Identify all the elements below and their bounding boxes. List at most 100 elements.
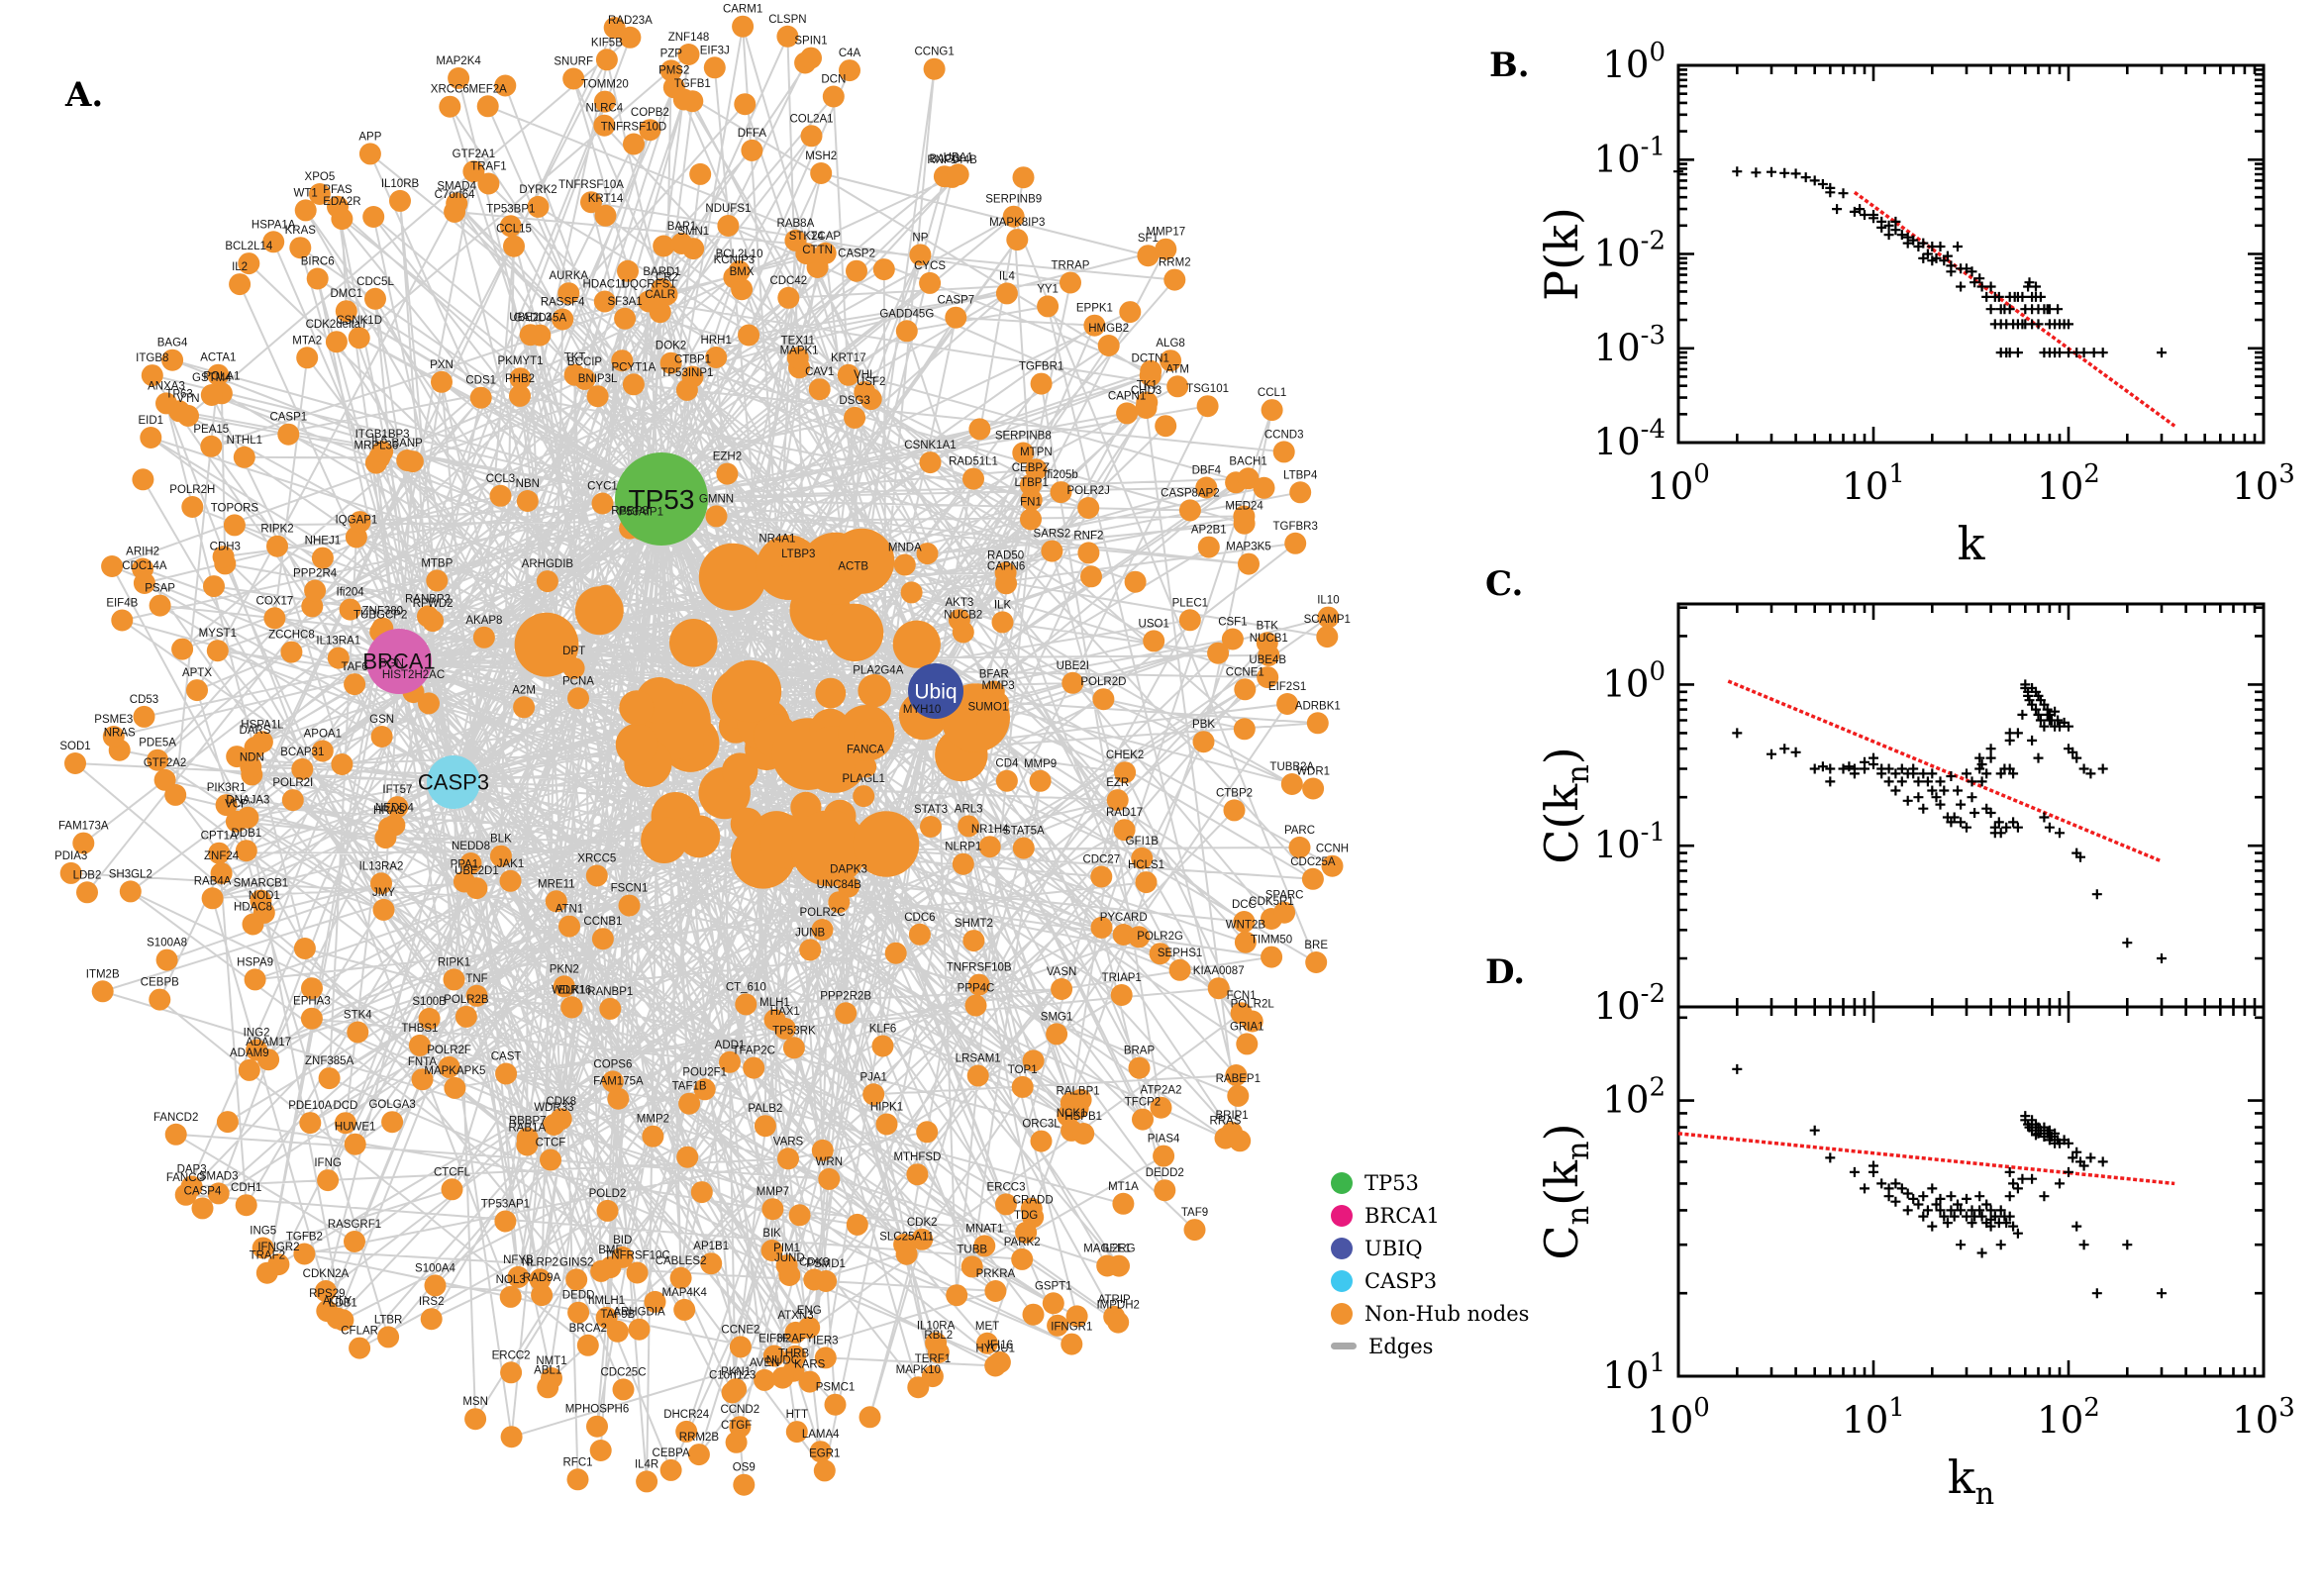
network-node-label: VARS <box>773 1136 804 1147</box>
network-node-label: TERF1 <box>915 1353 951 1365</box>
network-node-label: CDK2deltaT <box>306 319 368 331</box>
network-node-label: XRCC6 <box>431 84 469 96</box>
network-node <box>552 308 574 331</box>
network-node <box>349 1337 371 1359</box>
network-node-label: ABL1 <box>534 1364 561 1376</box>
network-node-label: MMP17 <box>1146 227 1185 239</box>
network-node-label: CAV1 <box>805 366 834 378</box>
network-node-label: IER3 <box>813 1335 839 1347</box>
network-node-label: PIAS4 <box>1148 1134 1180 1146</box>
network-node-label: TAF6 <box>341 661 367 673</box>
network-node <box>91 980 114 1003</box>
network-node <box>984 1280 1007 1302</box>
network-node <box>499 869 522 892</box>
network-node-label: CTBP1 <box>674 354 711 366</box>
network-node-label: LDB2 <box>73 869 102 881</box>
network-node <box>408 1034 431 1056</box>
network-node <box>370 726 393 748</box>
network-node-label: GFI1B <box>1126 836 1160 848</box>
network-node-label: PLAGL1 <box>842 773 884 785</box>
network-node-label: CDH3 <box>210 541 241 552</box>
network-node <box>1030 372 1053 395</box>
network-node <box>1066 1097 1089 1120</box>
network-node-label: TAF1B <box>672 1081 707 1093</box>
network-node-label: NFYB <box>503 1254 534 1266</box>
network-node-label: DCD <box>333 1100 357 1112</box>
network-node <box>212 546 235 568</box>
network-node <box>563 363 586 386</box>
network-node-label: SHMT2 <box>955 918 993 930</box>
network-node-label: IFI16 <box>987 1340 1013 1351</box>
network-node <box>617 259 639 282</box>
network-node <box>141 364 163 387</box>
power-law-fit-line <box>1677 1132 2175 1186</box>
network-node <box>567 1301 590 1324</box>
network-node-label: TUBB2A <box>1269 761 1314 773</box>
tick-label: 103 <box>2232 459 2295 508</box>
network-node-label: TNFRSF10C <box>604 1250 669 1262</box>
network-node-label: IMPDH2 <box>1096 1300 1139 1312</box>
network-node-label: RAD9A <box>523 1272 561 1284</box>
network-node-label: HYOU1 <box>975 1344 1015 1355</box>
network-node <box>499 1285 522 1308</box>
network-node-label: GRIA1 <box>1230 1021 1264 1033</box>
network-node <box>1006 229 1029 251</box>
network-node <box>1166 375 1189 398</box>
network-node-label: TRAF1 <box>470 161 506 173</box>
network-node-label: ACTA1 <box>200 352 236 364</box>
network-node-label: FAM173A <box>58 821 109 833</box>
network-node <box>738 324 760 347</box>
network-node-label: IL4R <box>635 1458 658 1470</box>
network-node <box>1305 951 1328 973</box>
network-node-label: GTF2A1 <box>453 149 495 160</box>
network-node-label: OS9 <box>733 1462 756 1474</box>
network-node-label: IL4 <box>999 270 1016 282</box>
network-node-label: MSH2 <box>805 150 837 162</box>
network-node <box>952 852 974 875</box>
network-node-label: RANBP1 <box>587 986 633 998</box>
network-node-label: CCNH <box>1316 844 1349 855</box>
network-node-label: GSPT1 <box>1035 1280 1072 1292</box>
network-node-label: TOPORS <box>211 502 259 514</box>
network-node <box>476 95 499 118</box>
network-node-label: MMP3 <box>981 680 1014 692</box>
panel-b-label: B. <box>1489 46 1530 85</box>
network-node-label: APP <box>358 131 381 143</box>
network-node-label: ING5 <box>250 1226 276 1238</box>
network-node-label: FNTA <box>408 1056 438 1068</box>
network-node-label: TK1 <box>1137 380 1158 392</box>
network-node <box>311 547 334 569</box>
network-node-label: COL2A1 <box>789 113 833 125</box>
network-node <box>503 235 525 257</box>
network-node-label: UNC84B <box>817 879 862 891</box>
network-node <box>171 638 194 660</box>
network-node-label: NLRC4 <box>585 103 623 115</box>
network-node-label: MAPK8IP3 <box>989 217 1045 229</box>
network-node-label: RRM2 <box>1159 257 1191 269</box>
network-node-label: TP53INP1 <box>660 367 713 379</box>
legend-item-brca1: BRCA1 <box>1331 1199 1529 1232</box>
network-node-label: DCC <box>1232 899 1257 911</box>
network-node-label: PBK <box>1192 719 1215 731</box>
network-node <box>507 1265 530 1288</box>
network-node <box>1047 1314 1069 1337</box>
network-node-label: TRAF2 <box>250 1250 285 1262</box>
network-node <box>316 1300 339 1323</box>
network-node-label: CLSPN <box>768 14 806 26</box>
network-node <box>443 968 465 991</box>
network-node-label: NP <box>912 232 928 244</box>
network-node-label: ARIH2 <box>126 547 159 558</box>
network-node <box>717 215 740 237</box>
network-legend: TP53 BRCA1 UBIQ CASP3 Non-Hub nodes Edge… <box>1331 1166 1529 1362</box>
network-node <box>824 1393 847 1416</box>
network-node <box>431 370 453 393</box>
network-node <box>495 1062 518 1085</box>
network-node-label: H2AFY <box>777 1334 814 1346</box>
protein-interaction-network: PCNA XRCC5 DPT FSCN1 FANCA PLAGL1 A2M PLA2G4A DA… <box>54 4 1351 1496</box>
network-node <box>1042 1292 1064 1315</box>
network-node-label: MAP4K4 <box>662 1287 708 1299</box>
network-node <box>813 1459 836 1482</box>
network-node-label: CHEK2 <box>1106 749 1144 761</box>
network-node <box>1046 1023 1068 1046</box>
network-node-label: RAB1A <box>508 1123 546 1135</box>
